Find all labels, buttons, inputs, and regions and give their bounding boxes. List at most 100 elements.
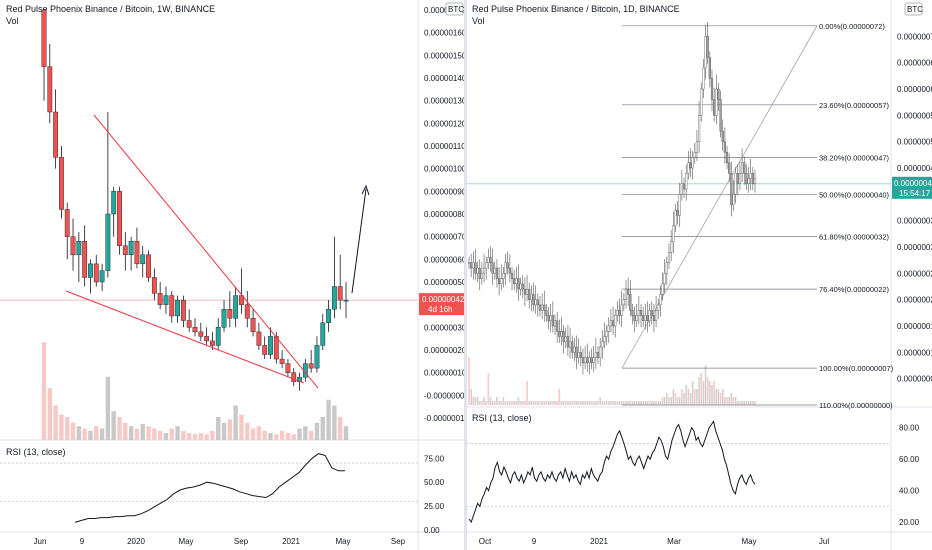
right-volume-bar xyxy=(569,401,571,405)
left-volume-bar xyxy=(105,376,111,440)
right-candle-body xyxy=(697,115,701,142)
right-volume-bar xyxy=(730,393,733,405)
right-candle-body xyxy=(704,36,707,69)
right-volume-bar xyxy=(478,401,481,405)
right-candle-body xyxy=(470,262,473,269)
right-candle-body xyxy=(644,315,647,321)
right-volume-bar xyxy=(668,397,670,405)
left-candle-body xyxy=(233,295,239,319)
right-candle-body xyxy=(586,357,589,364)
left-x-tick-label: May xyxy=(178,537,193,546)
left-candle-body xyxy=(70,236,76,256)
right-volume-bar xyxy=(599,397,601,405)
right-x-tick-label: May xyxy=(741,537,756,546)
right-candle-body xyxy=(564,336,567,342)
left-x-tick-label: 9 xyxy=(80,537,85,546)
left-volume-bar xyxy=(128,426,134,440)
right-candle-body xyxy=(607,325,610,332)
right-volume-bar xyxy=(500,401,503,405)
right-volume-bar xyxy=(678,397,681,405)
right-candle-body xyxy=(678,194,681,216)
right-candle-body xyxy=(639,310,643,316)
right-candle-body xyxy=(562,331,565,342)
left-rsi-label: RSI (13, close) xyxy=(6,447,66,457)
right-candle-body xyxy=(717,88,720,100)
right-volume-bar xyxy=(588,401,591,405)
right-candle-body xyxy=(519,283,522,290)
left-x-tick-label: 2020 xyxy=(127,537,145,546)
left-candle-body xyxy=(337,286,343,301)
right-candle-body xyxy=(691,157,694,169)
right-candle-body xyxy=(493,267,496,274)
left-currency-badge-box xyxy=(445,2,464,16)
left-trendline-upper xyxy=(93,114,319,389)
left-candle-body xyxy=(204,336,210,342)
left-countdown-label: 4d 16h xyxy=(428,305,452,314)
left-volume-bar xyxy=(146,426,151,440)
right-y-tick-label: 0.00000025 xyxy=(897,269,932,278)
left-volume-bar xyxy=(111,411,116,440)
right-candle-body xyxy=(706,36,709,58)
right-candle-body xyxy=(627,288,630,295)
right-candle-body xyxy=(629,294,632,311)
right-volume-bar xyxy=(715,389,718,405)
right-candle-body xyxy=(474,262,477,274)
left-volume-bar xyxy=(186,433,192,440)
right-volume-bar xyxy=(560,401,563,405)
left-volume-bar xyxy=(41,342,47,440)
right-volume-bar xyxy=(721,389,724,405)
left-volume-bar xyxy=(94,426,99,440)
left-candle-body xyxy=(64,209,70,237)
right-y-tick-label: 0.00000070 xyxy=(897,32,932,41)
left-candle-body xyxy=(76,240,82,255)
panel-divider[interactable] xyxy=(464,0,467,550)
right-volume-bar xyxy=(530,401,533,405)
left-candle-body xyxy=(285,363,291,373)
right-volume-bar xyxy=(661,397,664,405)
right-volume-bar xyxy=(696,389,698,405)
right-x-tick-label: 9 xyxy=(532,537,537,546)
left-volume-bar xyxy=(140,423,145,440)
left-volume-bar xyxy=(239,414,244,440)
right-volume-bar xyxy=(601,401,604,405)
left-volume-bar xyxy=(181,430,186,440)
right-candle-body xyxy=(732,194,735,206)
left-chart-panel[interactable]: Red Pulse Phoenix Binance / Bitcoin, 1W,… xyxy=(0,0,464,550)
right-candle-body xyxy=(736,173,739,184)
left-candle-body xyxy=(343,299,349,302)
left-volume-bar xyxy=(216,417,221,440)
right-candle-body xyxy=(487,257,490,263)
right-volume-bar xyxy=(547,401,550,405)
right-candle-body xyxy=(467,262,471,264)
left-volume-bar xyxy=(82,428,87,440)
right-volume-bar xyxy=(519,401,522,405)
right-chart-svg[interactable]: Red Pulse Phoenix Binance / Bitcoin, 1D,… xyxy=(467,0,932,550)
right-volume-bar xyxy=(584,401,586,405)
right-fib-level-label: 110.00%(0.00000000) xyxy=(819,401,893,410)
left-chart-svg[interactable]: Red Pulse Phoenix Binance / Bitcoin, 1W,… xyxy=(0,0,464,550)
right-candle-body xyxy=(594,352,597,358)
left-candle-body xyxy=(331,286,337,310)
right-candle-body xyxy=(753,178,757,185)
left-volume-bar xyxy=(65,417,70,440)
right-chart-panel[interactable]: Red Pulse Phoenix Binance / Bitcoin, 1D,… xyxy=(467,0,932,550)
right-y-tick-label: 0.00000010 xyxy=(897,348,932,357)
right-candle-body xyxy=(525,288,529,295)
right-candle-body xyxy=(715,88,718,116)
left-y-tick-label: -0.00000010 xyxy=(424,414,464,423)
right-candle-body xyxy=(502,273,505,279)
left-candle-body xyxy=(215,327,221,346)
left-candle-body xyxy=(221,309,227,328)
right-volume-bar xyxy=(468,357,470,405)
right-rsi-label: RSI (13, close) xyxy=(472,413,532,423)
right-candle-body xyxy=(642,315,645,321)
right-candle-body xyxy=(568,341,572,348)
right-candle-body xyxy=(556,320,559,332)
right-candle-body xyxy=(513,278,516,285)
right-candle-body xyxy=(547,315,550,321)
right-volume-bar xyxy=(502,397,505,405)
left-candle-body xyxy=(93,263,99,283)
left-candle-body xyxy=(308,363,314,369)
right-volume-bar xyxy=(736,401,739,405)
right-candle-body xyxy=(672,225,675,242)
